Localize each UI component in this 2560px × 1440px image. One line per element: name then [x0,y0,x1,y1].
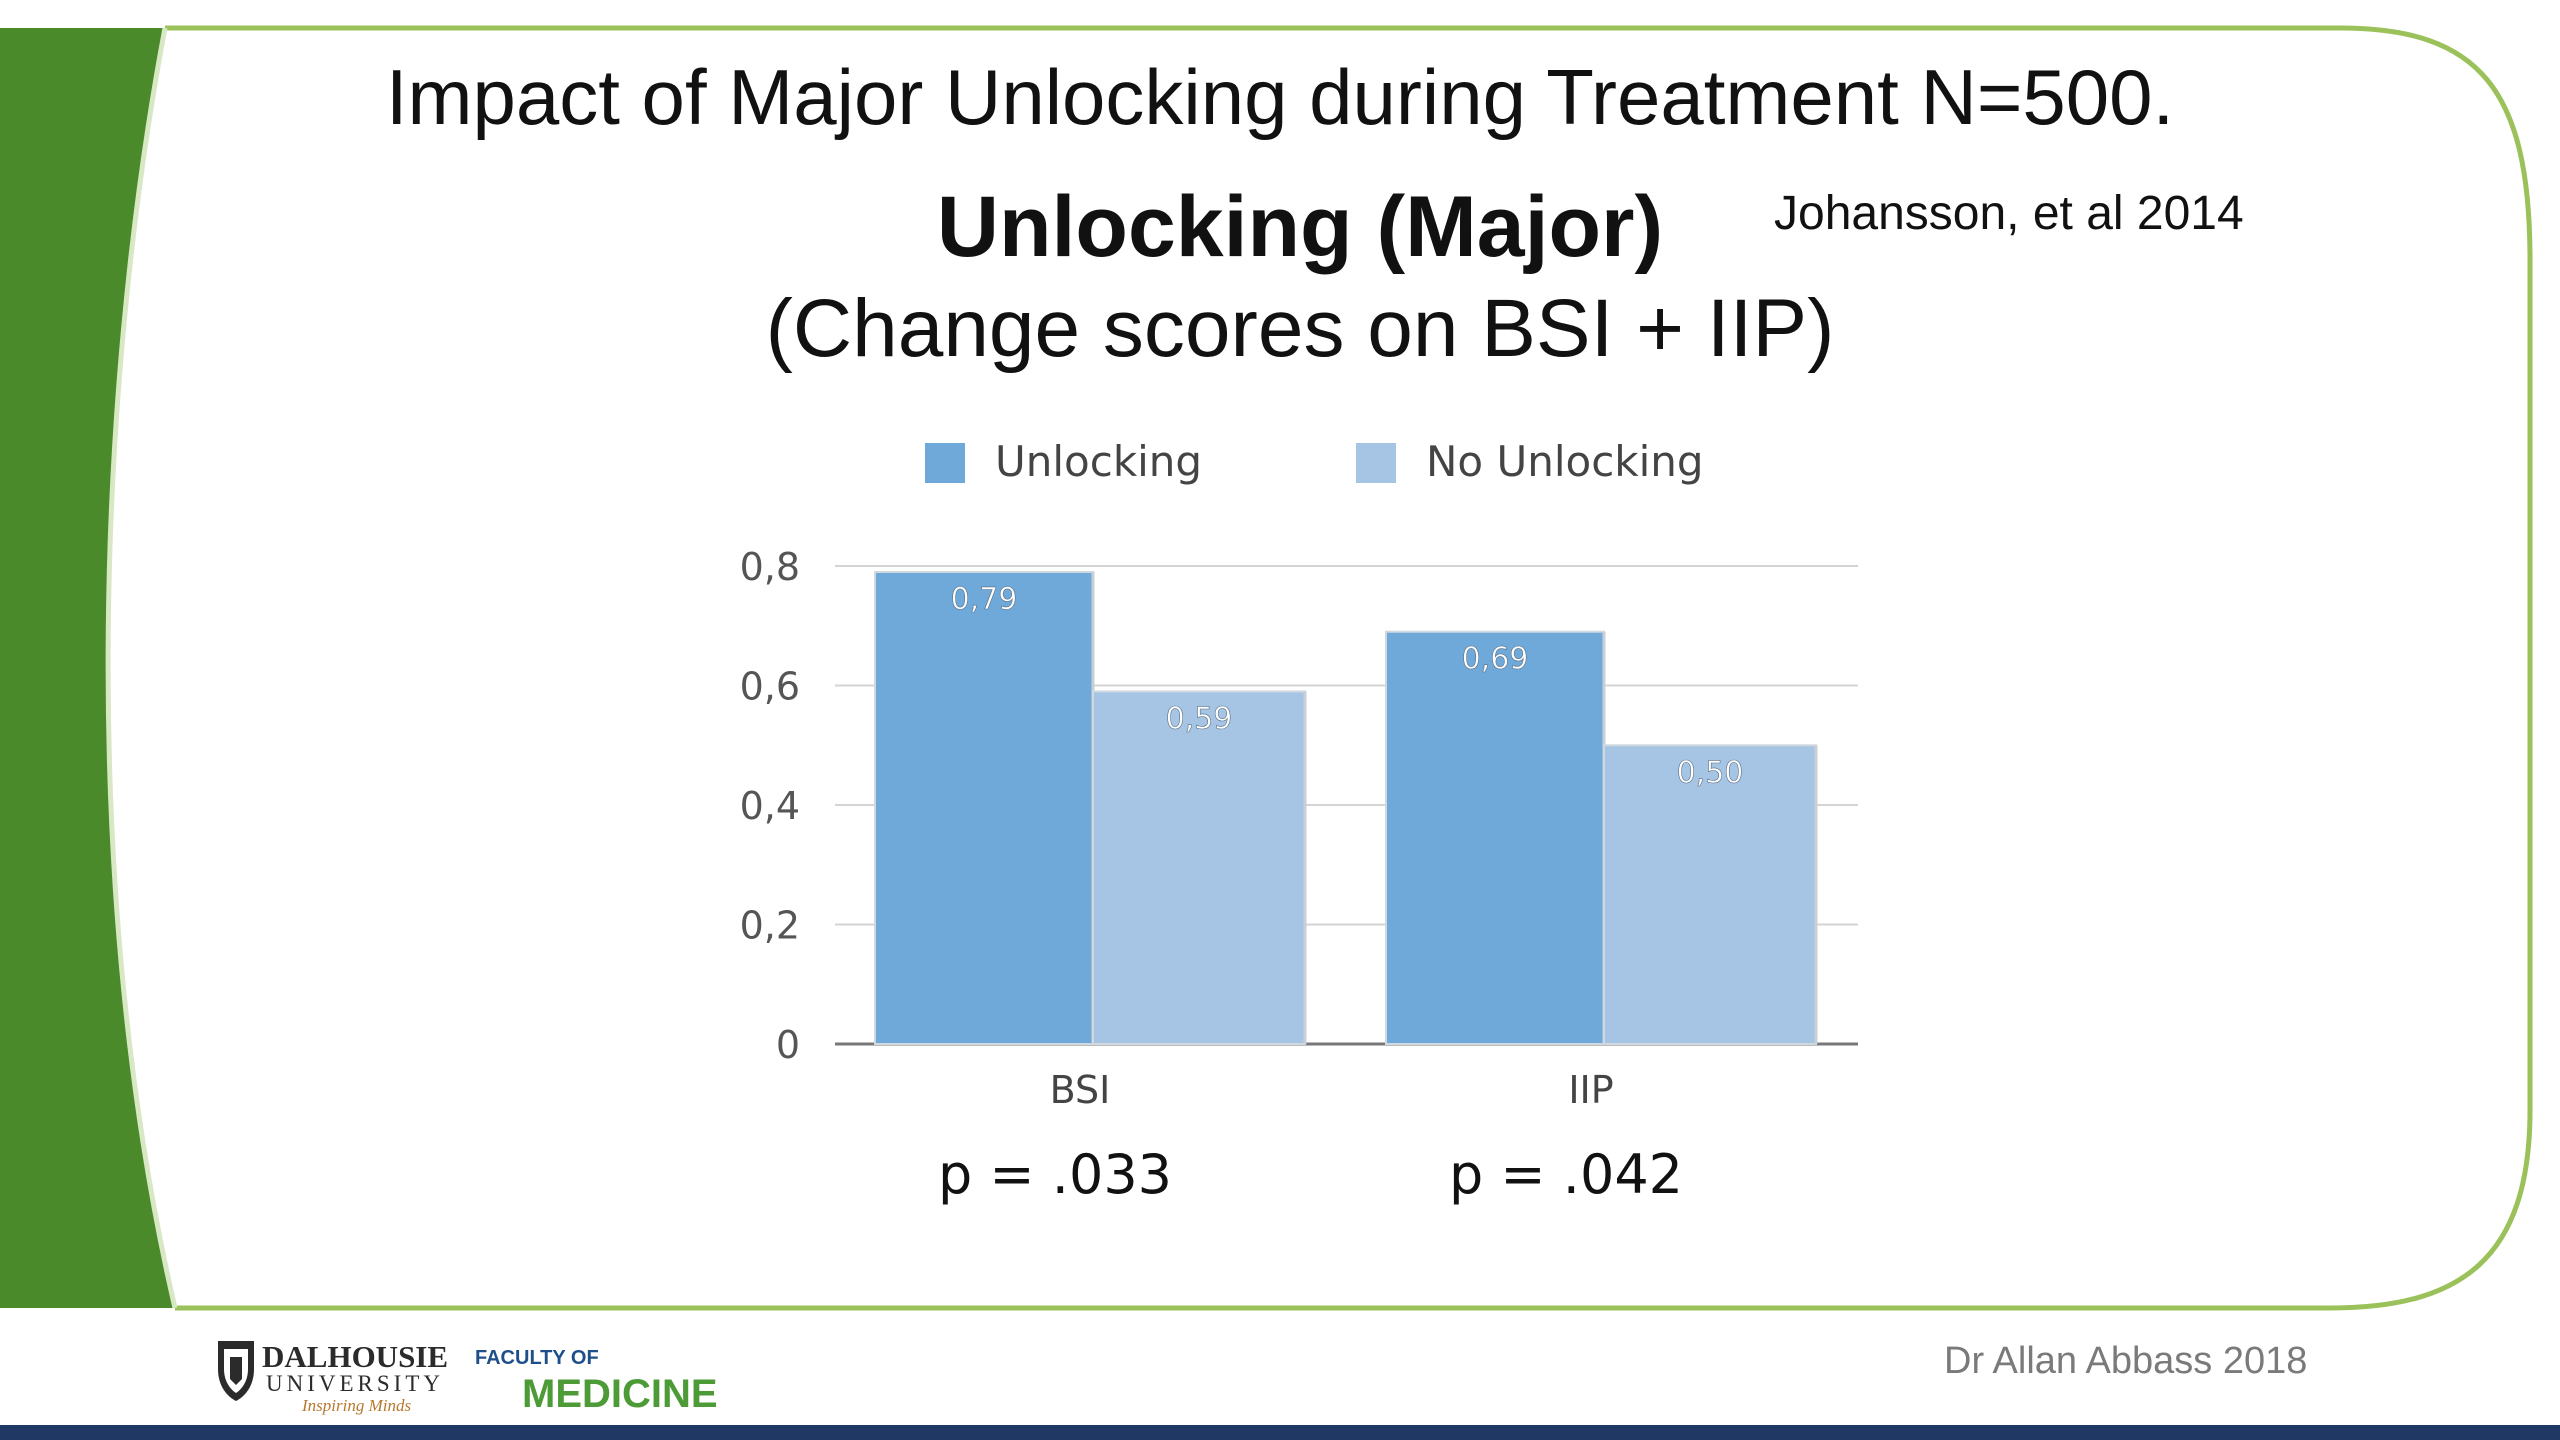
bars [874,570,1818,1045]
legend-label: No Unlocking [1426,437,1704,486]
footer-bar [0,1425,2560,1440]
chart-title: Unlocking (Major) [936,179,1664,275]
legend-swatch [925,443,965,483]
legend-label: Unlocking [995,437,1202,486]
footer-credit: Dr Allan Abbass 2018 [1944,1340,2308,1382]
green-swoosh [0,28,175,1308]
legend-swatch [1356,443,1396,483]
y-tick-label: 0,8 [740,545,800,589]
bar [1092,690,1306,1045]
slide-border [165,25,2533,1311]
data-label: 0,59 [1166,701,1233,736]
chart-subtitle: (Change scores on BSI + IIP) [765,283,1835,374]
category-label: BSI [1050,1068,1111,1112]
crest-icon [218,1341,254,1401]
data-label: 0,69 [1462,642,1529,677]
bar-chart: Unlocking No Unlocking 0 0,2 0,4 0,6 0,8 0,79… [740,437,1858,1206]
y-tick-label: 0,4 [740,784,800,828]
labels: 0,79 0,59 BSI p = .033 0,69 0,50 IIP p = .042 [938,582,1744,1206]
y-tick-label: 0,6 [740,665,800,709]
university-tagline: Inspiring Minds [301,1396,411,1415]
data-label: 0,79 [951,582,1018,617]
university-subname: UNIVERSITY [266,1371,444,1396]
footer-logos: DALHOUSIE UNIVERSITY Inspiring Minds FAC… [218,1339,718,1415]
university-name: DALHOUSIE [262,1339,448,1374]
category-label: IIP [1568,1068,1613,1112]
swoosh-highlight [105,27,178,1309]
data-label: 0,50 [1677,755,1744,790]
bar [874,570,1094,1045]
y-tick-label: 0,2 [740,904,800,948]
p-value-label: p = .033 [938,1143,1172,1206]
bar [1385,630,1605,1045]
y-tick-label: 0 [776,1023,800,1067]
medicine-label: MEDICINE [522,1372,718,1415]
citation: Johansson, et al 2014 [1774,187,2244,240]
slide-title: Impact of Major Unlocking during Treatme… [385,53,2175,141]
chart-legend: Unlocking No Unlocking [925,437,1704,486]
faculty-label: FACULTY OF [475,1347,599,1369]
p-value-label: p = .042 [1449,1143,1683,1206]
bar [1603,744,1817,1045]
